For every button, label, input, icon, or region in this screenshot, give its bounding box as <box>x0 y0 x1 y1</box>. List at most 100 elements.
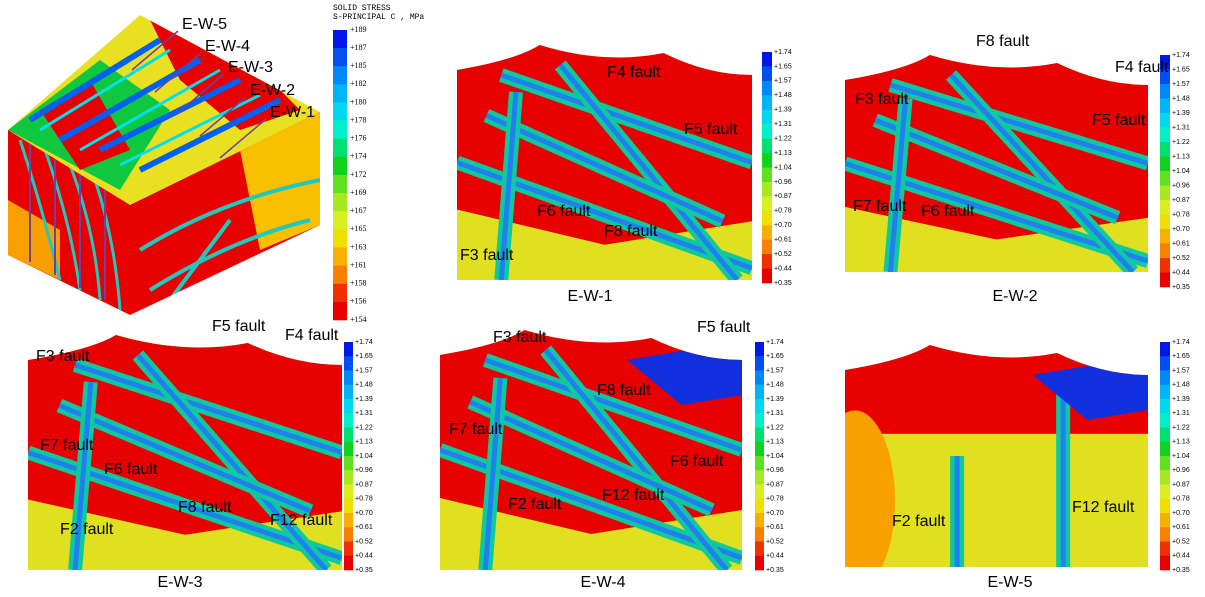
colorbar-band <box>344 342 353 357</box>
colorbar-tick-label: +0.61 <box>774 237 792 244</box>
fault-label: F8 fault <box>178 499 232 516</box>
fault-label: F7 fault <box>40 437 94 454</box>
section-label: E-W-5 <box>182 16 227 33</box>
colorbar-tick-label: +1.22 <box>1172 139 1190 146</box>
fault-label: F3 fault <box>36 348 90 365</box>
colorbar-tick-label: +0.96 <box>774 179 792 186</box>
section-caption: E-W-4 <box>580 574 625 591</box>
colorbar-tick-label: +163 <box>350 242 367 251</box>
fault-core <box>889 82 1148 166</box>
section-caption: E-W-2 <box>992 288 1037 305</box>
fault-label: F2 fault <box>892 513 946 530</box>
section-image <box>845 345 1148 567</box>
colorbar-band <box>333 66 347 85</box>
colorbar-tick-label: +158 <box>350 279 367 288</box>
colorbar-tick-label: +0.70 <box>355 510 373 517</box>
colorbar-tick-label: +1.57 <box>1172 81 1190 88</box>
colorbar-tick-label: +161 <box>350 260 367 269</box>
colorbar-band <box>344 456 353 471</box>
colorbar-band <box>762 52 772 67</box>
colorbar-tick-label: +1.22 <box>774 135 792 142</box>
colorbar-band <box>755 498 764 514</box>
colorbar-tick-label: +0.35 <box>774 280 792 287</box>
colorbar-tick-label: +0.44 <box>1172 269 1190 276</box>
fault-core <box>485 113 724 224</box>
fault-label: F3 fault <box>855 91 909 108</box>
colorbar-tick-label: +0.70 <box>1172 510 1190 517</box>
fault-label: F5 fault <box>1092 112 1146 129</box>
section-image <box>457 45 752 280</box>
fault-label: F5 fault <box>212 318 266 335</box>
colorbar-band <box>762 138 772 154</box>
colorbar-band <box>344 413 353 428</box>
colorbar-band <box>762 239 772 255</box>
colorbar-tick-label: +0.44 <box>774 265 792 272</box>
section-caption: E-W-3 <box>157 574 202 591</box>
stress-block <box>8 15 320 315</box>
colorbar-tick-label: +1.74 <box>355 339 373 346</box>
colorbar-band <box>755 384 764 400</box>
colorbar-band <box>755 484 764 500</box>
colorbar-tick-label: +1.48 <box>774 92 792 99</box>
colorbar-band <box>755 427 764 443</box>
colorbar-tick-label: +185 <box>350 61 367 70</box>
section-caption: E-W-1 <box>567 288 612 305</box>
colorbar-tick-label: +1.74 <box>1172 52 1190 59</box>
colorbar-tick-label: +187 <box>350 43 367 52</box>
colorbar-tick-label: +189 <box>350 25 367 34</box>
colorbar-tick-label: +1.31 <box>355 410 373 417</box>
colorbar-tick-label: +1.04 <box>355 453 373 460</box>
fault-core <box>543 348 729 570</box>
colorbar-band <box>1160 69 1170 85</box>
section-image <box>28 335 342 570</box>
fault-core <box>136 353 329 570</box>
colorbar-band <box>333 102 347 121</box>
colorbar-tick-label: +0.78 <box>1172 496 1190 503</box>
colorbar-band <box>755 527 764 542</box>
colorbar-tick-label: +1.04 <box>1172 453 1190 460</box>
fault-label: F7 fault <box>853 198 907 215</box>
colorbar-title: SOLID STRESS <box>333 4 391 13</box>
colorbar-tick-label: +182 <box>350 79 367 88</box>
colorbar-tick-label: +0.70 <box>766 510 784 517</box>
colorbar-band <box>344 470 353 485</box>
colorbar-band <box>762 153 772 168</box>
fault-label: F12 fault <box>270 512 333 529</box>
colorbar-tick-label: +1.13 <box>766 439 784 446</box>
colorbar-tick-label: +1.31 <box>1172 124 1190 131</box>
colorbar-tick-label: +1.57 <box>355 367 373 374</box>
colorbar-band <box>755 513 764 528</box>
colorbar-band <box>755 342 764 357</box>
colorbar-band <box>333 229 347 248</box>
colorbar-band <box>762 66 772 82</box>
colorbar-band <box>755 356 764 371</box>
colorbar-tick-label: +1.48 <box>355 382 373 389</box>
colorbar-band <box>1160 342 1170 357</box>
fault-core <box>874 117 1119 221</box>
colorbar-tick-label: +1.31 <box>766 410 784 417</box>
colorbar-band <box>1160 214 1170 230</box>
colorbar-tick-label: +1.31 <box>1172 410 1190 417</box>
fault-label: F4 fault <box>1115 59 1169 76</box>
fault-core <box>498 91 519 280</box>
colorbar-tick-label: +0.87 <box>1172 197 1190 204</box>
colorbar-band <box>1160 555 1170 571</box>
colorbar-band <box>762 109 772 125</box>
colorbar-tick-label: +1.48 <box>1172 382 1190 389</box>
colorbar-tick-label: +1.65 <box>774 63 792 70</box>
colorbar-band <box>333 48 347 67</box>
colorbar-tick-label: +0.78 <box>774 208 792 215</box>
colorbar-tick-label: +1.39 <box>355 396 373 403</box>
colorbar-band <box>1160 156 1170 172</box>
colorbar-band <box>755 399 764 414</box>
colorbar-band <box>762 124 772 139</box>
colorbar-band <box>755 413 764 428</box>
section-image <box>440 330 742 570</box>
section-fill <box>28 335 342 570</box>
colorbar-band <box>1160 171 1170 186</box>
colorbar-band <box>344 527 353 542</box>
colorbar-tick-label: +0.87 <box>766 481 784 488</box>
colorbar-band <box>333 247 347 266</box>
fault-label: F5 fault <box>697 319 751 336</box>
